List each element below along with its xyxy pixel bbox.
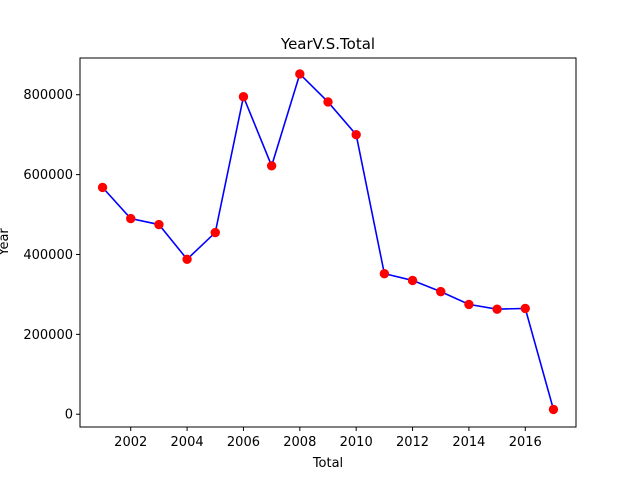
data-point bbox=[492, 304, 502, 314]
x-tick-label: 2016 bbox=[509, 435, 542, 450]
data-point bbox=[210, 227, 220, 238]
data-point bbox=[520, 303, 530, 314]
data-point bbox=[295, 69, 305, 79]
x-axis-ticks: 2002 2004 2006 2008 2010 2012 2014 2016 bbox=[114, 427, 542, 450]
data-point bbox=[464, 299, 474, 310]
data-point bbox=[436, 286, 446, 297]
data-point bbox=[182, 254, 192, 264]
x-tick-label: 2008 bbox=[283, 435, 316, 450]
data-point bbox=[266, 161, 277, 171]
y-tick-label: 0 bbox=[65, 408, 73, 423]
y-tick-label: 800000 bbox=[23, 88, 73, 103]
x-tick-label: 2004 bbox=[171, 435, 204, 450]
x-tick-label: 2012 bbox=[396, 435, 429, 450]
data-point bbox=[238, 92, 249, 102]
data-point bbox=[97, 182, 108, 193]
y-tick-label: 200000 bbox=[23, 328, 73, 343]
data-point bbox=[351, 129, 361, 140]
x-axis-label: Total bbox=[312, 456, 343, 471]
data-point bbox=[548, 404, 559, 415]
series-line bbox=[101, 72, 555, 410]
y-axis-ticks: 0 200000 400000 600000 800000 bbox=[23, 88, 80, 423]
x-tick-label: 2010 bbox=[340, 435, 373, 450]
x-tick-label: 2014 bbox=[452, 435, 485, 450]
y-tick-label: 400000 bbox=[23, 248, 73, 263]
x-tick-label: 2006 bbox=[227, 435, 260, 450]
plot-area bbox=[97, 69, 559, 415]
data-point bbox=[407, 275, 418, 286]
data-point bbox=[154, 219, 164, 230]
y-tick-label: 600000 bbox=[23, 168, 73, 183]
y-axis-label: Year bbox=[0, 228, 12, 257]
plot-frame bbox=[79, 57, 577, 428]
chart-title: YearV.S.Total bbox=[280, 35, 375, 53]
data-point bbox=[126, 213, 136, 224]
x-tick-label: 2002 bbox=[114, 435, 147, 450]
data-point bbox=[379, 268, 390, 279]
data-point bbox=[323, 97, 333, 107]
